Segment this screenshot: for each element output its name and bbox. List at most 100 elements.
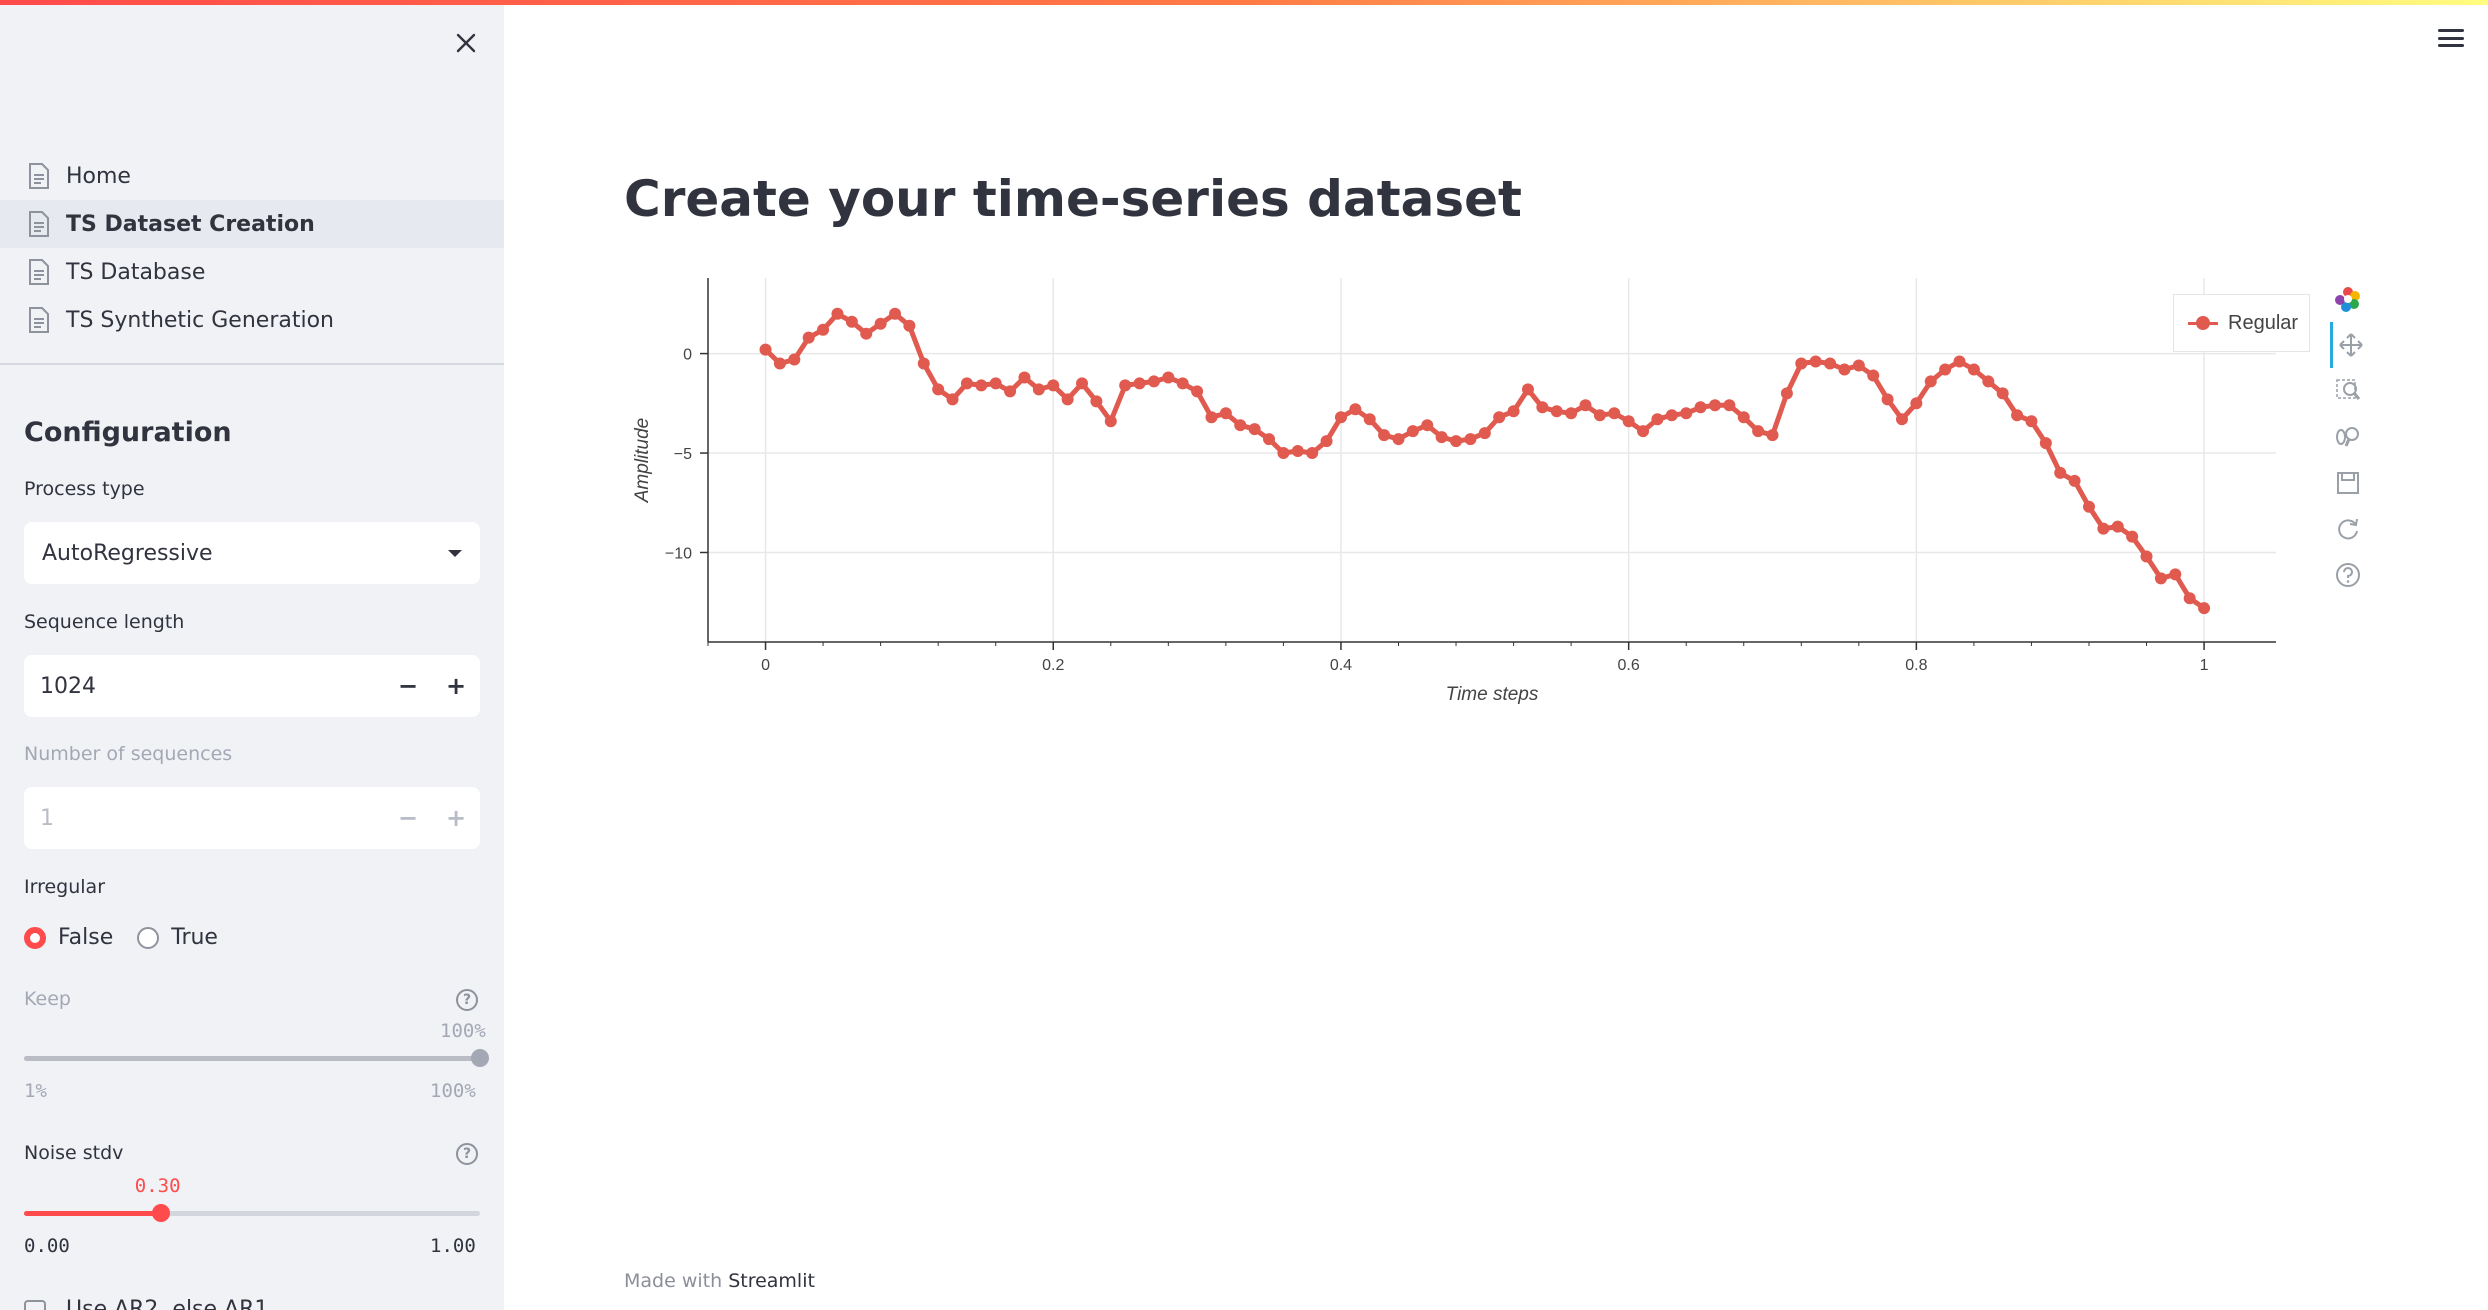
legend-swatch — [2188, 316, 2218, 330]
data-point — [874, 317, 887, 330]
data-point — [1277, 447, 1290, 460]
wheel-zoom-tool-button[interactable] — [2330, 414, 2366, 460]
noise-value: 0.30 — [134, 1175, 181, 1197]
noise-max: 1.00 — [430, 1235, 476, 1257]
data-point — [1824, 357, 1837, 370]
keep-slider[interactable] — [24, 1049, 489, 1067]
increment-button[interactable]: + — [445, 672, 467, 700]
pan-tool-button[interactable] — [2330, 322, 2369, 368]
data-point — [1708, 399, 1721, 412]
data-point — [1306, 447, 1319, 460]
sidebar-divider — [0, 363, 504, 365]
noise-slider[interactable] — [24, 1204, 480, 1222]
radio-true[interactable]: True — [137, 925, 218, 950]
data-point — [2039, 437, 2052, 450]
reset-tool-button[interactable] — [2330, 506, 2366, 552]
sequence-length-value[interactable]: 1024 — [40, 673, 96, 699]
document-icon — [29, 163, 49, 189]
radio-indicator — [137, 926, 160, 949]
keep-slider-thumb[interactable] — [471, 1049, 489, 1067]
irregular-radio-group: False True — [24, 925, 242, 950]
data-point — [1291, 445, 1304, 458]
num-sequences-label: Number of sequences — [24, 743, 233, 765]
main-menu-button[interactable] — [2438, 27, 2464, 49]
data-point — [1435, 431, 1448, 444]
num-sequences-value[interactable]: 1 — [40, 805, 54, 831]
data-point — [1378, 429, 1391, 442]
chart-toolbar — [2330, 276, 2366, 598]
sidebar-item-label: TS Dataset Creation — [66, 211, 315, 237]
data-point — [1982, 375, 1995, 388]
help-tool-button[interactable] — [2330, 552, 2366, 598]
radio-label: False — [58, 925, 114, 950]
data-point — [2011, 409, 2024, 422]
data-point — [1809, 355, 1822, 368]
sidebar-item-home[interactable]: Home — [0, 152, 504, 200]
data-point — [1852, 359, 1865, 372]
data-point — [1263, 433, 1276, 446]
data-point — [1622, 415, 1635, 428]
box-zoom-tool-button[interactable] — [2330, 368, 2366, 414]
data-point — [1162, 371, 1175, 384]
data-point — [2068, 474, 2081, 487]
data-point — [860, 327, 873, 340]
sidebar-item-ts-database[interactable]: TS Database — [0, 248, 504, 296]
use-ar2-label: Use AR2, else AR1 — [66, 1297, 269, 1310]
num-sequences-input[interactable]: 1 − + — [24, 787, 480, 849]
radio-false[interactable]: False — [24, 925, 113, 950]
streamlit-link[interactable]: Streamlit — [728, 1270, 815, 1292]
bokeh-logo-button[interactable] — [2330, 276, 2366, 322]
use-ar2-checkbox[interactable] — [24, 1300, 46, 1310]
irregular-label: Irregular — [24, 876, 106, 898]
data-point — [1939, 363, 1952, 376]
y-tick-label: −10 — [665, 545, 692, 562]
data-point — [2082, 500, 2095, 513]
save-tool-button[interactable] — [2330, 460, 2366, 506]
keep-min: 1% — [24, 1080, 47, 1102]
data-point — [1392, 433, 1405, 446]
sidebar-item-ts-synthetic-generation[interactable]: TS Synthetic Generation — [0, 296, 504, 344]
data-point — [1953, 355, 1966, 368]
series-line — [763, 311, 2206, 611]
legend-label: Regular — [2228, 311, 2299, 334]
time-series-chart[interactable]: 0 0.2 0.4 0.6 0.8 1 0 −5 −10 Time steps Amplitude — [624, 270, 2364, 740]
data-point — [1464, 433, 1477, 446]
data-point — [1191, 385, 1204, 398]
chevron-down-icon — [448, 549, 462, 557]
close-icon — [456, 33, 476, 53]
sidebar-item-label: TS Database — [66, 259, 206, 285]
close-sidebar-button[interactable] — [448, 25, 484, 61]
data-point — [2054, 466, 2067, 479]
data-point — [2126, 530, 2139, 543]
data-point — [1090, 395, 1103, 408]
keep-label: Keep — [24, 988, 71, 1010]
header-decoration — [0, 0, 2488, 5]
help-icon[interactable]: ? — [456, 1143, 478, 1165]
data-point — [845, 315, 858, 328]
noise-slider-thumb[interactable] — [151, 1204, 170, 1222]
data-point — [1766, 429, 1779, 442]
move-icon — [2339, 333, 2363, 357]
sidebar-item-ts-dataset-creation[interactable]: TS Dataset Creation — [0, 200, 504, 248]
data-point — [1780, 387, 1793, 400]
help-icon[interactable]: ? — [456, 989, 478, 1011]
data-point — [1752, 425, 1765, 438]
radio-selected-indicator — [24, 926, 46, 949]
decrement-button[interactable]: − — [397, 672, 419, 700]
increment-button[interactable]: + — [445, 804, 467, 832]
sequence-length-input[interactable]: 1024 − + — [24, 655, 480, 717]
data-point — [1521, 383, 1534, 396]
help-icon — [2336, 563, 2360, 587]
decrement-button[interactable]: − — [397, 804, 419, 832]
data-point — [889, 307, 902, 320]
y-tick-label: 0 — [683, 347, 692, 364]
data-point — [1910, 397, 1923, 410]
data-point — [817, 323, 830, 336]
data-point — [2097, 522, 2110, 535]
data-point — [2154, 572, 2167, 585]
data-point — [1047, 379, 1060, 392]
process-type-select[interactable]: AutoRegressive — [24, 522, 480, 584]
data-point — [1665, 409, 1678, 422]
y-axis-label: Amplitude — [632, 418, 653, 504]
data-point — [1737, 411, 1750, 424]
